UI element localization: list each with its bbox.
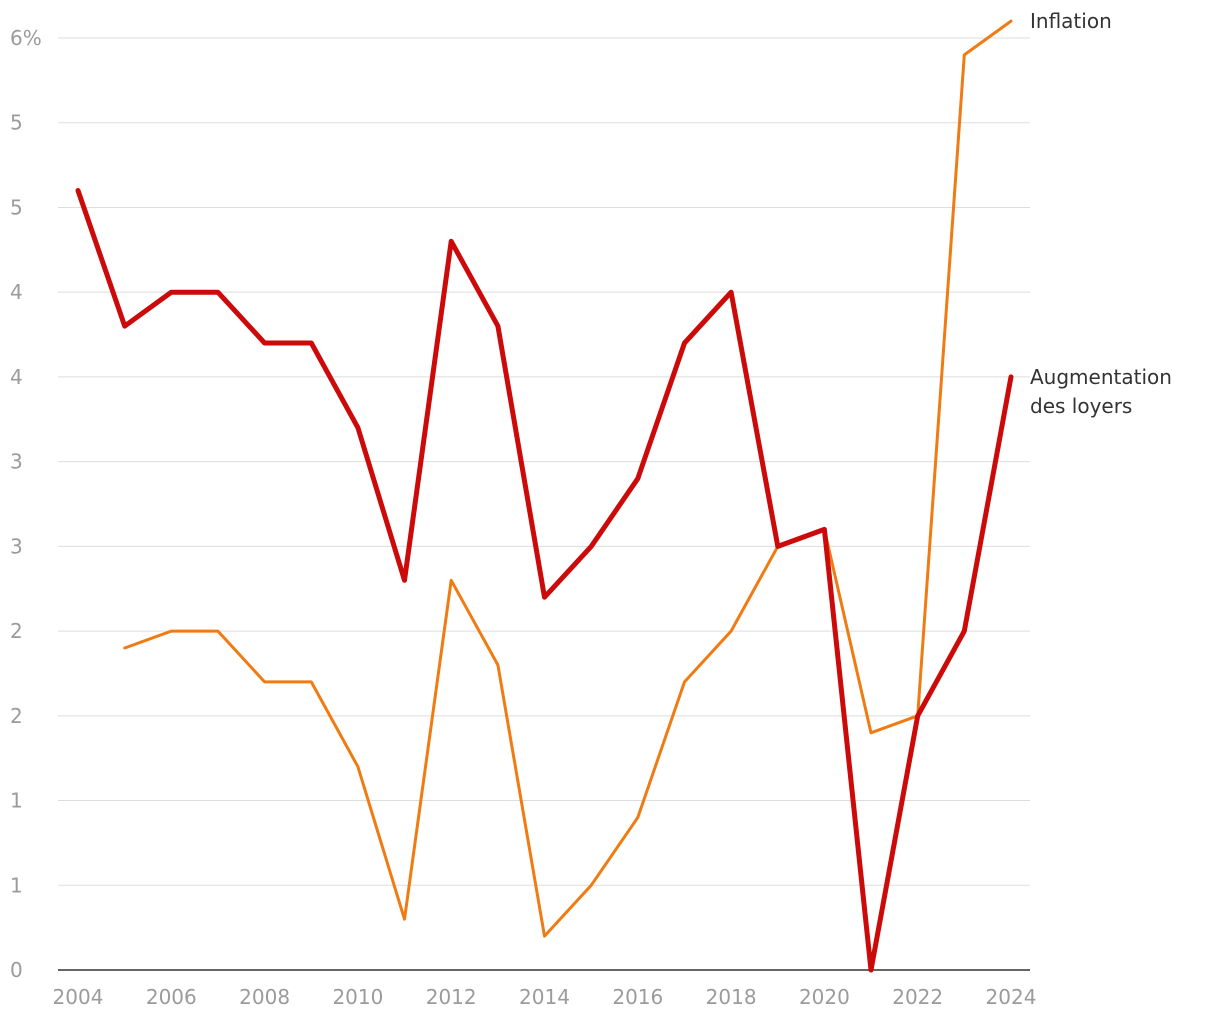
- data-point-rent-2008: [264, 342, 266, 344]
- x-tick-label: 2024: [986, 985, 1037, 1009]
- data-point-inflation-2013: [497, 664, 499, 666]
- x-tick-label: 2016: [612, 985, 663, 1009]
- series-label-inflation: Inflation: [1030, 9, 1112, 33]
- y-tick-label: 1: [10, 789, 23, 813]
- data-point-inflation-2009: [310, 681, 312, 683]
- y-tick-label: 6%: [10, 26, 42, 50]
- data-point-inflation-2005: [124, 647, 126, 649]
- series-label-line: Inflation: [1030, 9, 1112, 33]
- x-tick-label: 2022: [892, 985, 943, 1009]
- data-point-inflation-2017: [683, 681, 685, 683]
- grid: [58, 37, 1030, 886]
- data-point-rent-2014: [544, 596, 546, 598]
- series-labels: Inflation Augmentation des loyers: [1030, 9, 1172, 418]
- data-point-rent-2009: [310, 342, 312, 344]
- y-tick-label: 1: [10, 873, 23, 897]
- series-label-line: des loyers: [1030, 394, 1132, 418]
- series-lines: [75, 19, 1014, 973]
- x-tick-label: 2020: [799, 985, 850, 1009]
- y-tick-label: 5: [10, 111, 23, 135]
- data-point-rent-2004: [77, 190, 79, 192]
- data-point-rent-2007: [217, 291, 219, 293]
- y-tick-label: 4: [10, 280, 23, 304]
- data-point-inflation-2024: [1010, 20, 1012, 22]
- data-point-inflation-2021: [870, 732, 872, 734]
- data-point-rent-2006: [170, 291, 172, 293]
- data-point-inflation-2008: [264, 681, 266, 683]
- data-point-inflation-2012: [450, 579, 452, 581]
- x-tick-label: 2014: [519, 985, 570, 1009]
- data-point-inflation-2014: [544, 935, 546, 937]
- data-point-rent-2012: [450, 240, 452, 242]
- data-point-inflation-2011: [404, 918, 406, 920]
- x-tick-label: 2010: [332, 985, 383, 1009]
- series-label-line: Augmentation: [1030, 365, 1172, 389]
- data-point-rent-2013: [497, 325, 499, 327]
- x-tick-label: 2012: [426, 985, 477, 1009]
- data-point-inflation-2015: [590, 884, 592, 886]
- y-tick-label: 4: [10, 365, 23, 389]
- axes: 0 1 1 2 2 3 3 4 4 5 5 6% 2004 2006 2008 2010 2012 2014 201…: [10, 26, 1036, 1009]
- y-tick-label: 3: [10, 534, 23, 558]
- data-point-inflation-2007: [217, 630, 219, 632]
- data-point-rent-2010: [357, 427, 359, 429]
- data-point-rent-2022: [917, 715, 919, 717]
- data-point-rent-2019: [777, 545, 779, 547]
- x-tick-label: 2018: [706, 985, 757, 1009]
- series-line-inflation: [123, 19, 1013, 938]
- y-tick-label: 0: [10, 958, 23, 982]
- x-tick-label: 2006: [146, 985, 197, 1009]
- y-tick-label: 2: [10, 704, 23, 728]
- y-tick-label: 2: [10, 619, 23, 643]
- data-point-inflation-2016: [637, 816, 639, 818]
- data-point-rent-2015: [590, 545, 592, 547]
- data-point-rent-2011: [404, 579, 406, 581]
- data-point-rent-2023: [963, 630, 965, 632]
- data-point-inflation-2018: [730, 630, 732, 632]
- x-tick-label: 2004: [53, 985, 104, 1009]
- data-point-rent-2017: [683, 342, 685, 344]
- data-point-rent-2021: [870, 969, 872, 971]
- data-point-inflation-2006: [170, 630, 172, 632]
- data-point-rent-2024: [1010, 376, 1012, 378]
- series-line-rent-increase: [75, 188, 1014, 973]
- y-tick-label: 5: [10, 195, 23, 219]
- data-point-rent-2016: [637, 478, 639, 480]
- data-point-inflation-2023: [963, 54, 965, 56]
- y-tick-label: 3: [10, 450, 23, 474]
- data-point-rent-2020: [823, 528, 825, 530]
- data-point-rent-2005: [124, 325, 126, 327]
- series-label-rent-increase: Augmentation des loyers: [1030, 365, 1172, 418]
- data-point-rent-2018: [730, 291, 732, 293]
- data-point-inflation-2010: [357, 766, 359, 768]
- x-tick-label: 2008: [239, 985, 290, 1009]
